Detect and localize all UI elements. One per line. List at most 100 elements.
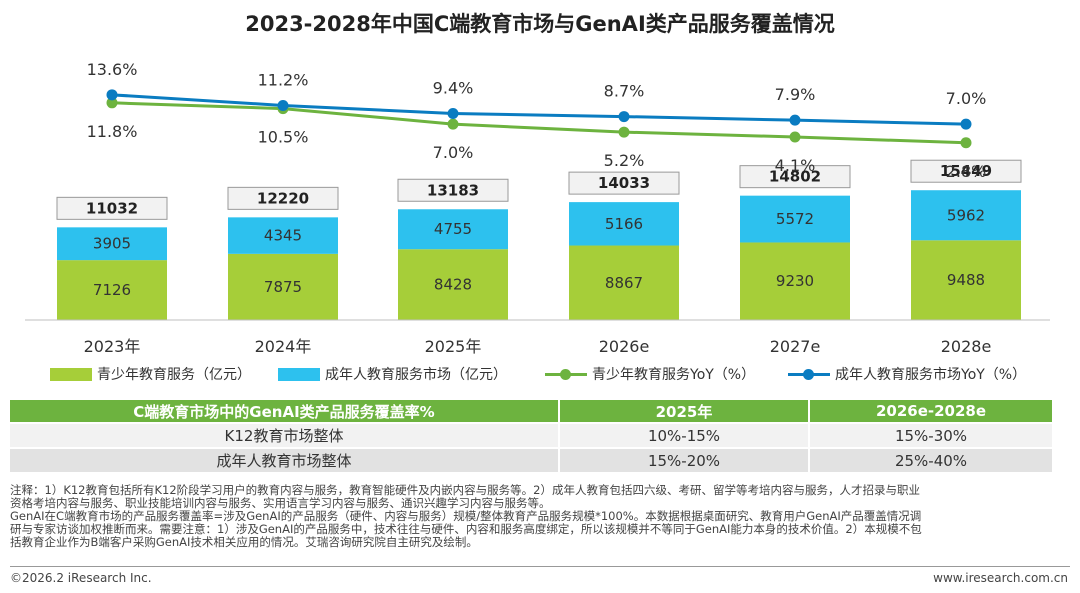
- legend-item-youth-yoy: 青少年教育服务YoY（%）: [545, 364, 755, 384]
- adult-yoy-point: [106, 89, 118, 101]
- table-header-cell: C端教育市场中的GenAI类产品服务覆盖率%: [10, 400, 560, 423]
- note-line: 注释：1）K12教育包括所有K12阶段学习用户的教育内容与服务，教育智能硬件及内…: [10, 484, 920, 497]
- note-line: 资格考培内容与服务、职业技能培训内容与服务、实用语言学习内容与服务、通识兴趣学习…: [10, 497, 551, 510]
- data-label-youth: 8428: [434, 276, 472, 294]
- total-label: 11032: [86, 199, 138, 217]
- note-line: 括教育企业作为B端客户采购GenAI技术相关应用的情况。艾瑞咨询研究院自主研究及…: [10, 536, 478, 549]
- bar-youth: [228, 253, 338, 320]
- bar-youth: [911, 240, 1021, 320]
- legend-swatch-adult: [278, 367, 320, 381]
- notes: 注释：1）K12教育包括所有K12阶段学习用户的教育内容与服务，教育智能硬件及内…: [10, 484, 1070, 549]
- yoy-label-youth: 4.1%: [775, 156, 816, 175]
- total-label: 13183: [427, 181, 479, 199]
- note-line: 研与专家访谈加权推断而来。需要注意：1）涉及GenAI的产品服务中，技术往往与硬…: [10, 523, 922, 536]
- stacked-bar-line-chart: 7126 3905 11032 2023年 7875 4345 12220 2024年 8428…: [25, 60, 1050, 356]
- table-header-cell: 2025年: [559, 400, 810, 423]
- data-label-adult: 3905: [93, 235, 131, 253]
- bar-adult: [398, 209, 508, 250]
- youth-yoy-point: [960, 137, 972, 149]
- youth-yoy-point: [618, 126, 630, 138]
- x-tick-label: 2025年: [425, 337, 482, 356]
- x-tick-label: 2026e: [599, 337, 650, 356]
- adult-yoy-point: [277, 99, 289, 111]
- table-cell: 成年人教育市场整体: [10, 447, 560, 472]
- adult-yoy-line: [111, 93, 967, 126]
- total-box: [568, 171, 680, 195]
- x-tick-label: 2027e: [770, 337, 821, 356]
- table-header-cell: 2026e-2028e: [809, 400, 1054, 423]
- legend-label-youth-yoy: 青少年教育服务YoY（%）: [592, 367, 756, 383]
- total-label: 14802: [769, 168, 821, 186]
- total-box: [910, 159, 1022, 183]
- table-header-row: C端教育市场中的GenAI类产品服务覆盖率% 2025年 2026e-2028e: [10, 400, 1054, 423]
- website-link[interactable]: www.iresearch.com.cn: [933, 571, 1068, 585]
- copyright: ©2026.2 iResearch Inc.: [10, 571, 152, 585]
- bar-adult: [57, 227, 167, 261]
- adult-yoy-point: [789, 114, 801, 126]
- yoy-label-adult: 8.7%: [604, 82, 645, 101]
- total-label: 14033: [598, 174, 650, 192]
- legend-swatch-youth-yoy: [545, 368, 587, 381]
- youth-yoy-line: [111, 101, 967, 145]
- youth-yoy-point: [447, 118, 459, 130]
- yoy-label-adult: 13.6%: [87, 60, 138, 79]
- bar-adult: [740, 195, 850, 243]
- chart-title: 2023-2028年中国C端教育市场与GenAI类产品服务覆盖情况: [245, 12, 835, 36]
- adult-yoy-point: [960, 118, 972, 130]
- table-row: K12教育市场整体 10%-15% 15%-30%: [10, 422, 1054, 448]
- total-box: [739, 165, 851, 189]
- legend-swatch-adult-yoy: [788, 368, 830, 381]
- yoy-label-youth: 10.5%: [258, 128, 309, 147]
- bar-youth: [398, 249, 508, 320]
- note-line: GenAI在C端教育市场的产品服务覆盖率=涉及GenAI的产品服务（硬件、内容与…: [10, 510, 922, 523]
- adult-yoy-point: [618, 111, 630, 123]
- bar-adult: [569, 202, 679, 246]
- x-tick-label: 2028e: [941, 337, 992, 356]
- table-cell: 15%-30%: [809, 422, 1054, 448]
- legend-label-adult: 成年人教育服务市场（亿元）: [325, 367, 507, 383]
- legend-label-youth: 青少年教育服务（亿元）: [97, 367, 251, 383]
- data-label-adult: 5166: [605, 215, 643, 233]
- data-label-youth: 9230: [776, 272, 814, 290]
- data-label-youth: 7875: [264, 278, 302, 296]
- total-box: [397, 178, 509, 202]
- data-label-adult: 5962: [947, 206, 985, 224]
- yoy-label-youth: 7.0%: [433, 143, 474, 162]
- yoy-label-adult: 7.9%: [775, 85, 816, 104]
- bar-youth: [57, 260, 167, 320]
- x-tick-label: 2024年: [255, 337, 312, 356]
- table-cell: 25%-40%: [809, 447, 1054, 472]
- chart-legend: 青少年教育服务（亿元） 成年人教育服务市场（亿元） 青少年教育服务YoY（%） …: [0, 364, 1080, 386]
- yoy-label-adult: 11.2%: [258, 70, 309, 89]
- bar-youth: [740, 242, 850, 320]
- bar-adult: [911, 190, 1021, 241]
- yoy-label-adult: 9.4%: [433, 78, 474, 97]
- data-label-youth: 7126: [93, 281, 131, 299]
- legend-item-youth: 青少年教育服务（亿元）: [50, 364, 251, 384]
- bar-youth: [569, 245, 679, 320]
- data-label-adult: 4755: [434, 220, 472, 238]
- total-label: 12220: [257, 189, 309, 207]
- coverage-table: C端教育市场中的GenAI类产品服务覆盖率% 2025年 2026e-2028e…: [10, 400, 1054, 472]
- legend-swatch-youth: [50, 367, 92, 381]
- table-cell: K12教育市场整体: [10, 422, 560, 448]
- total-box: [227, 186, 339, 210]
- data-label-adult: 5572: [776, 210, 814, 228]
- table-row: 成年人教育市场整体 15%-20% 25%-40%: [10, 447, 1054, 472]
- data-label-adult: 4345: [264, 227, 302, 245]
- legend-item-adult-yoy: 成年人教育服务市场YoY（%）: [788, 364, 1026, 384]
- total-label: 15449: [940, 162, 992, 180]
- legend-item-adult: 成年人教育服务市场（亿元）: [278, 364, 507, 384]
- total-box: [56, 196, 168, 220]
- youth-yoy-point: [106, 97, 118, 109]
- yoy-label-adult: 7.0%: [946, 89, 987, 108]
- yoy-label-youth: 5.2%: [604, 151, 645, 170]
- data-label-youth: 9488: [947, 271, 985, 289]
- adult-yoy-point: [447, 107, 459, 119]
- youth-yoy-point: [789, 131, 801, 143]
- yoy-label-youth: 2.8%: [946, 162, 987, 181]
- data-label-youth: 8867: [605, 274, 643, 292]
- bar-adult: [228, 217, 338, 254]
- x-tick-label: 2023年: [84, 337, 141, 356]
- footer-divider: [10, 566, 1070, 567]
